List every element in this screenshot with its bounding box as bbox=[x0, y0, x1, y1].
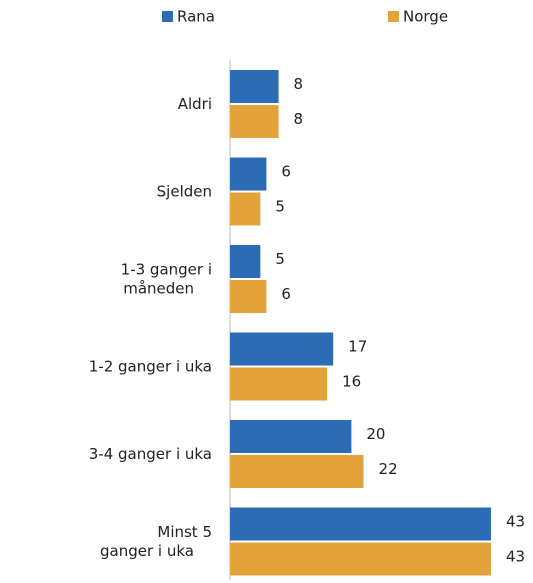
bar bbox=[230, 280, 267, 313]
bar bbox=[230, 70, 279, 103]
value-label: 8 bbox=[294, 75, 304, 93]
bar bbox=[230, 455, 364, 488]
y-tick-label: 3-4 ganger i uka bbox=[89, 445, 212, 463]
bar bbox=[230, 507, 491, 541]
legend-label: Norge bbox=[403, 8, 448, 26]
legend-swatch bbox=[162, 11, 173, 22]
y-tick-label: Aldri bbox=[178, 95, 212, 113]
value-label: 20 bbox=[366, 425, 385, 443]
value-label: 43 bbox=[506, 548, 525, 566]
value-label: 5 bbox=[275, 250, 285, 268]
value-label: 6 bbox=[281, 163, 291, 181]
legend-swatch bbox=[388, 11, 399, 22]
bar bbox=[230, 157, 267, 191]
bar bbox=[230, 245, 261, 278]
bar bbox=[230, 332, 334, 366]
value-label: 43 bbox=[506, 513, 525, 531]
bar bbox=[230, 367, 328, 401]
bar bbox=[230, 105, 279, 138]
y-tick-label: 1-2 ganger i uka bbox=[89, 357, 212, 375]
value-label: 6 bbox=[281, 285, 291, 303]
value-label: 8 bbox=[294, 110, 304, 128]
y-tick-label: 1-3 ganger i måneden bbox=[121, 260, 212, 297]
bar bbox=[230, 192, 261, 226]
y-tick-label: Sjelden bbox=[157, 182, 212, 200]
y-tick-label: Minst 5 ganger i uka bbox=[100, 523, 212, 560]
value-label: 22 bbox=[379, 460, 398, 478]
value-label: 16 bbox=[342, 373, 361, 391]
bar bbox=[230, 420, 352, 453]
legend-label: Rana bbox=[177, 8, 215, 26]
value-label: 5 bbox=[275, 198, 285, 216]
bar bbox=[230, 542, 491, 576]
value-label: 17 bbox=[348, 338, 367, 356]
